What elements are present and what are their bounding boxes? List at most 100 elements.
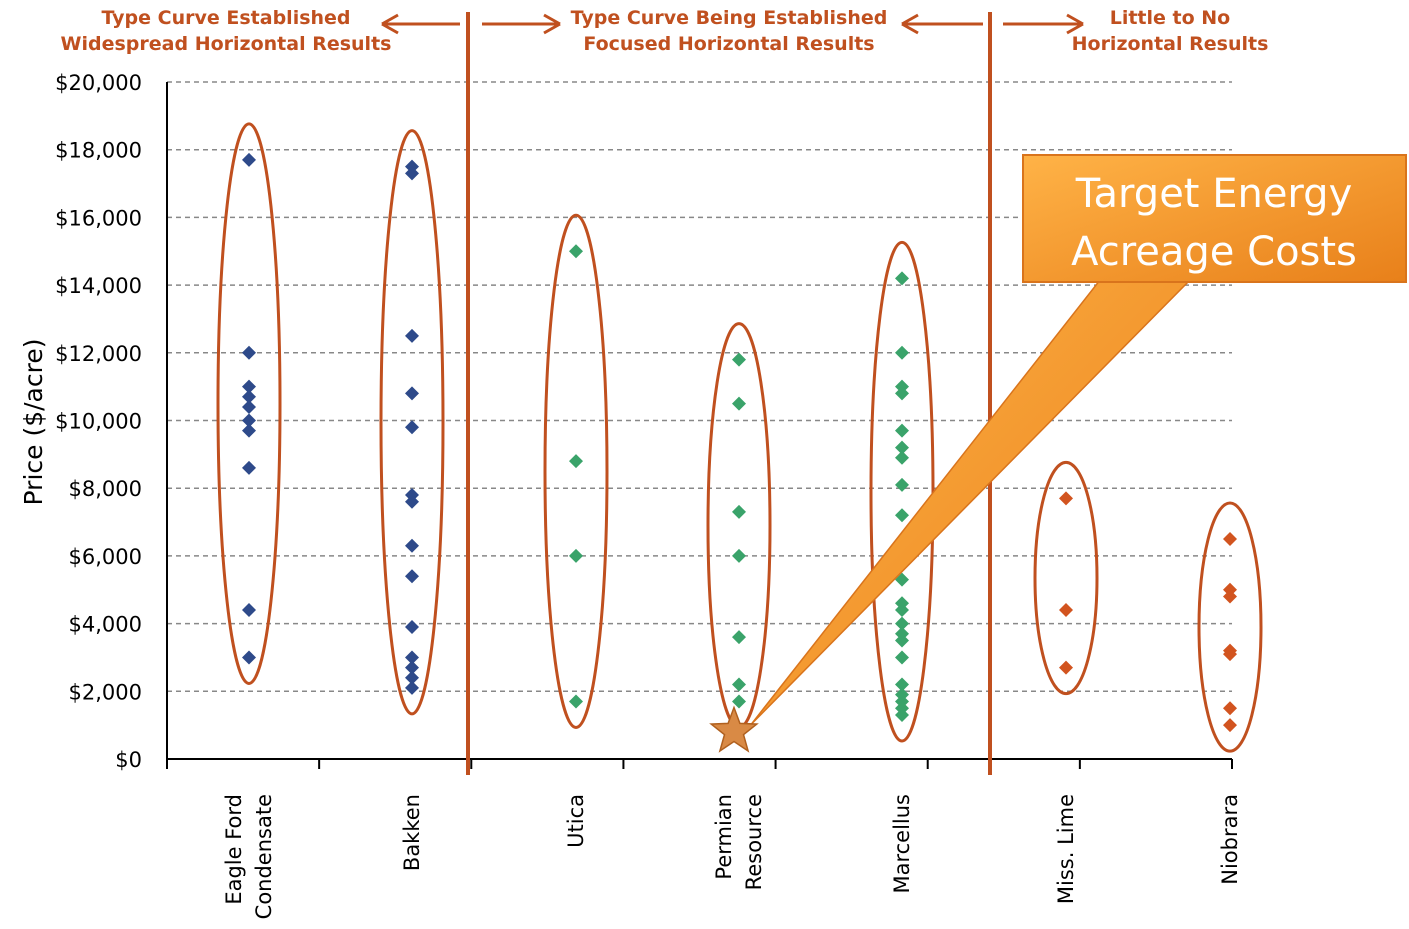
- data-point: [895, 650, 909, 665]
- data-point: [569, 454, 583, 469]
- data-point: [569, 244, 583, 259]
- y-tick-label: $16,000: [55, 206, 142, 230]
- data-point: [895, 603, 909, 618]
- data-point: [405, 660, 419, 675]
- data-point: [242, 603, 256, 618]
- y-tick-label: $12,000: [55, 342, 142, 366]
- arrow-head: [381, 13, 399, 35]
- data-point: [242, 423, 256, 438]
- data-point: [1223, 531, 1237, 546]
- data-point: [242, 399, 256, 414]
- data-point: [895, 707, 909, 722]
- data-point: [1059, 491, 1073, 506]
- category-ellipse: [543, 213, 609, 729]
- axes: [166, 82, 1233, 769]
- data-point: [895, 677, 909, 692]
- group-header-line1: Type Curve Being Established: [571, 7, 888, 29]
- data-point: [242, 460, 256, 475]
- category-ellipse: [706, 322, 772, 729]
- data-point: [242, 345, 256, 360]
- data-point: [895, 508, 909, 523]
- callout-line2: Acreage Costs: [1071, 229, 1357, 275]
- data-point: [895, 616, 909, 631]
- category-labels: Eagle Ford Condensate Bakken Utica Permian Re…: [222, 794, 1242, 919]
- y-tick-labels: $0 $2,000 $4,000 $6,000 $8,000 $10,000 $12,000…: [55, 71, 142, 772]
- target-marker: [709, 705, 759, 753]
- data-point: [405, 680, 419, 695]
- data-point: [732, 630, 746, 645]
- category-ellipse: [1197, 501, 1263, 753]
- data-point: [242, 389, 256, 404]
- data-point: [1223, 589, 1237, 604]
- group-header-line1: Type Curve Established: [101, 7, 350, 29]
- data-point: [242, 152, 256, 167]
- data-points: [242, 152, 1237, 733]
- data-point: [1223, 701, 1237, 716]
- data-point: [405, 569, 419, 584]
- data-point: [895, 345, 909, 360]
- arrow-head: [1066, 13, 1084, 35]
- data-point: [732, 504, 746, 519]
- data-point: [405, 538, 419, 553]
- callout-line1: Target Energy: [1075, 171, 1353, 217]
- category-ellipse: [216, 122, 282, 685]
- data-point: [569, 694, 583, 709]
- data-point: [1223, 647, 1237, 662]
- gridlines: [167, 81, 1232, 693]
- data-point: [895, 440, 909, 455]
- y-tick-label: $0: [115, 748, 142, 772]
- group-header-line2: Focused Horizontal Results: [583, 33, 874, 55]
- category-label: Condensate: [252, 794, 276, 919]
- y-tick-label: $14,000: [55, 274, 142, 298]
- target-callout: Target Energy Acreage Costs: [750, 154, 1407, 726]
- y-tick-label: $8,000: [69, 477, 142, 501]
- data-point: [732, 677, 746, 692]
- data-point: [242, 650, 256, 665]
- data-point: [1223, 718, 1237, 733]
- data-point: [405, 328, 419, 343]
- data-point: [405, 386, 419, 401]
- callout-pointer: [750, 279, 1192, 726]
- data-point: [405, 494, 419, 509]
- y-tick-label: $6,000: [69, 545, 142, 569]
- data-point: [405, 650, 419, 665]
- category-ellipse: [379, 129, 445, 716]
- category-ellipse: [1033, 460, 1099, 696]
- category-label: Resource: [742, 794, 766, 890]
- data-point: [1059, 660, 1073, 675]
- category-label: Marcellus: [890, 794, 914, 894]
- y-tick-label: $4,000: [69, 613, 142, 637]
- y-tick-label: $20,000: [55, 71, 142, 95]
- data-point: [895, 386, 909, 401]
- y-tick-label: $18,000: [55, 139, 142, 163]
- data-point: [895, 271, 909, 286]
- data-point: [895, 450, 909, 465]
- category-label: Utica: [564, 794, 588, 848]
- category-label: Niobrara: [1218, 794, 1242, 885]
- data-point: [895, 423, 909, 438]
- group-dividers: [466, 12, 992, 775]
- data-point: [895, 633, 909, 648]
- callout-box: [1022, 154, 1407, 283]
- data-point: [405, 166, 419, 181]
- group-headers: Type Curve Established Widespread Horizon…: [61, 7, 1269, 55]
- y-tick-label: $10,000: [55, 410, 142, 434]
- group-header-line1: Little to No: [1110, 7, 1231, 29]
- y-axis-label: Price ($/acre): [19, 339, 48, 506]
- category-label: Bakken: [400, 794, 424, 871]
- group-header-line2: Horizontal Results: [1072, 33, 1269, 55]
- data-point: [405, 420, 419, 435]
- y-tick-label: $2,000: [69, 680, 142, 704]
- data-point: [732, 548, 746, 563]
- category-ellipses: [216, 122, 1263, 753]
- data-point: [732, 352, 746, 367]
- arrow-head: [543, 13, 561, 35]
- data-point: [405, 619, 419, 634]
- data-point: [242, 413, 256, 428]
- target-star-marker: [709, 705, 759, 753]
- group-header-line2: Widespread Horizontal Results: [61, 33, 392, 55]
- data-point: [732, 396, 746, 411]
- arrow-head: [901, 13, 919, 35]
